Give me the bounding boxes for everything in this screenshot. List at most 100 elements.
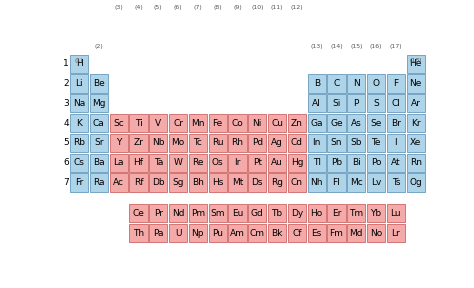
Text: Cf: Cf	[292, 229, 301, 238]
FancyBboxPatch shape	[90, 134, 108, 152]
Text: Cr: Cr	[173, 119, 183, 128]
FancyBboxPatch shape	[407, 94, 425, 113]
FancyBboxPatch shape	[169, 154, 187, 172]
Text: Ag: Ag	[271, 139, 283, 147]
FancyBboxPatch shape	[109, 173, 128, 192]
Text: Zn: Zn	[291, 119, 303, 128]
Text: Os: Os	[212, 158, 223, 167]
Text: Pd: Pd	[252, 139, 263, 147]
Text: B: B	[314, 79, 320, 88]
FancyBboxPatch shape	[367, 134, 385, 152]
Text: C: C	[333, 79, 339, 88]
Text: Es: Es	[311, 229, 322, 238]
Text: 5: 5	[64, 139, 69, 147]
Text: Re: Re	[192, 158, 204, 167]
Text: (6): (6)	[174, 5, 182, 10]
FancyBboxPatch shape	[367, 204, 385, 222]
Text: La: La	[113, 158, 124, 167]
FancyBboxPatch shape	[387, 94, 405, 113]
Text: (13): (13)	[310, 44, 323, 50]
FancyBboxPatch shape	[228, 204, 246, 222]
Text: Rn: Rn	[410, 158, 422, 167]
FancyBboxPatch shape	[407, 55, 425, 73]
Text: S: S	[373, 99, 379, 108]
Text: Ge: Ge	[330, 119, 343, 128]
Text: Nb: Nb	[152, 139, 164, 147]
FancyBboxPatch shape	[149, 224, 167, 242]
Text: Cm: Cm	[250, 229, 265, 238]
FancyBboxPatch shape	[407, 154, 425, 172]
FancyBboxPatch shape	[209, 204, 227, 222]
Text: Tb: Tb	[272, 209, 283, 218]
FancyBboxPatch shape	[288, 173, 306, 192]
Text: Ar: Ar	[411, 99, 420, 108]
FancyBboxPatch shape	[328, 173, 346, 192]
Text: Sr: Sr	[94, 139, 104, 147]
FancyBboxPatch shape	[189, 134, 207, 152]
Text: H: H	[76, 59, 82, 68]
FancyBboxPatch shape	[328, 134, 346, 152]
Text: Al: Al	[312, 99, 321, 108]
FancyBboxPatch shape	[308, 74, 326, 93]
FancyBboxPatch shape	[347, 173, 365, 192]
FancyBboxPatch shape	[367, 173, 385, 192]
FancyBboxPatch shape	[228, 224, 246, 242]
FancyBboxPatch shape	[328, 224, 346, 242]
Text: Si: Si	[332, 99, 341, 108]
Text: Lv: Lv	[371, 178, 381, 187]
FancyBboxPatch shape	[268, 173, 286, 192]
Text: Po: Po	[371, 158, 382, 167]
FancyBboxPatch shape	[308, 114, 326, 132]
Text: U: U	[175, 229, 182, 238]
Text: Ba: Ba	[93, 158, 105, 167]
Text: 1: 1	[64, 59, 69, 68]
FancyBboxPatch shape	[387, 114, 405, 132]
Text: Sb: Sb	[351, 139, 362, 147]
Text: (5): (5)	[154, 5, 163, 10]
Text: Pb: Pb	[331, 158, 342, 167]
FancyBboxPatch shape	[367, 154, 385, 172]
FancyBboxPatch shape	[248, 154, 266, 172]
FancyBboxPatch shape	[308, 224, 326, 242]
FancyBboxPatch shape	[149, 173, 167, 192]
Text: Te: Te	[371, 139, 381, 147]
FancyBboxPatch shape	[328, 94, 346, 113]
Text: (8): (8)	[213, 5, 222, 10]
Text: Ho: Ho	[310, 209, 323, 218]
Text: Be: Be	[93, 79, 105, 88]
Text: F: F	[393, 79, 399, 88]
FancyBboxPatch shape	[407, 114, 425, 132]
FancyBboxPatch shape	[189, 173, 207, 192]
Text: Pu: Pu	[212, 229, 223, 238]
Text: Bk: Bk	[272, 229, 283, 238]
Text: V: V	[155, 119, 161, 128]
FancyBboxPatch shape	[228, 114, 246, 132]
FancyBboxPatch shape	[70, 173, 88, 192]
FancyBboxPatch shape	[328, 74, 346, 93]
FancyBboxPatch shape	[387, 74, 405, 93]
Text: (14): (14)	[330, 44, 343, 50]
FancyBboxPatch shape	[189, 114, 207, 132]
Text: (11): (11)	[271, 5, 283, 10]
Text: Co: Co	[232, 119, 243, 128]
Text: Nd: Nd	[172, 209, 184, 218]
FancyBboxPatch shape	[248, 173, 266, 192]
Text: Rb: Rb	[73, 139, 85, 147]
FancyBboxPatch shape	[288, 134, 306, 152]
FancyBboxPatch shape	[387, 134, 405, 152]
FancyBboxPatch shape	[248, 134, 266, 152]
Text: (10): (10)	[251, 5, 264, 10]
FancyBboxPatch shape	[149, 114, 167, 132]
Text: Tm: Tm	[349, 209, 364, 218]
FancyBboxPatch shape	[70, 134, 88, 152]
Text: Er: Er	[332, 209, 341, 218]
Text: Bi: Bi	[352, 158, 361, 167]
FancyBboxPatch shape	[189, 224, 207, 242]
FancyBboxPatch shape	[367, 224, 385, 242]
FancyBboxPatch shape	[70, 55, 88, 73]
Text: Tc: Tc	[193, 139, 202, 147]
FancyBboxPatch shape	[189, 154, 207, 172]
FancyBboxPatch shape	[129, 134, 147, 152]
Text: Mn: Mn	[191, 119, 205, 128]
Text: (1): (1)	[75, 58, 83, 63]
